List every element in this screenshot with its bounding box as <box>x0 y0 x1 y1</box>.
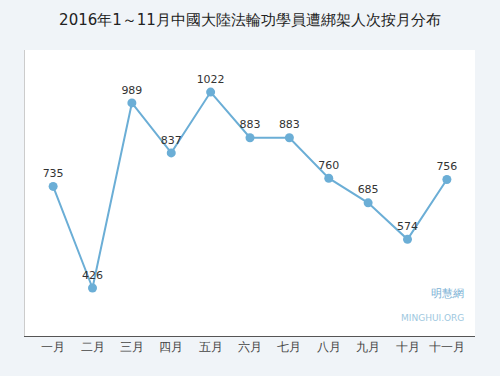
svg-text:574: 574 <box>397 220 418 233</box>
svg-text:八月: 八月 <box>317 340 341 354</box>
svg-text:760: 760 <box>318 159 339 172</box>
svg-text:735: 735 <box>43 167 64 180</box>
svg-text:十一月: 十一月 <box>429 340 465 354</box>
svg-text:883: 883 <box>240 118 261 131</box>
svg-text:426: 426 <box>82 269 103 282</box>
svg-text:2016年1～11月中國大陸法輪功學員遭綁架人次按月分布: 2016年1～11月中國大陸法輪功學員遭綁架人次按月分布 <box>59 11 441 29</box>
svg-text:七月: 七月 <box>277 340 301 354</box>
svg-text:685: 685 <box>358 183 379 196</box>
svg-text:十月: 十月 <box>396 340 420 354</box>
svg-text:837: 837 <box>161 134 182 147</box>
svg-text:MINGHUI.ORG: MINGHUI.ORG <box>401 313 464 323</box>
svg-text:五月: 五月 <box>199 340 223 354</box>
svg-text:756: 756 <box>436 160 457 173</box>
svg-text:九月: 九月 <box>356 340 380 354</box>
svg-text:四月: 四月 <box>159 340 183 354</box>
svg-text:二月: 二月 <box>81 340 105 354</box>
svg-text:六月: 六月 <box>238 340 262 354</box>
svg-text:883: 883 <box>279 118 300 131</box>
svg-text:一月: 一月 <box>41 340 65 354</box>
svg-text:989: 989 <box>121 84 142 97</box>
svg-text:三月: 三月 <box>120 340 144 354</box>
svg-text:1022: 1022 <box>197 73 225 86</box>
svg-text:明慧網: 明慧網 <box>431 287 464 300</box>
